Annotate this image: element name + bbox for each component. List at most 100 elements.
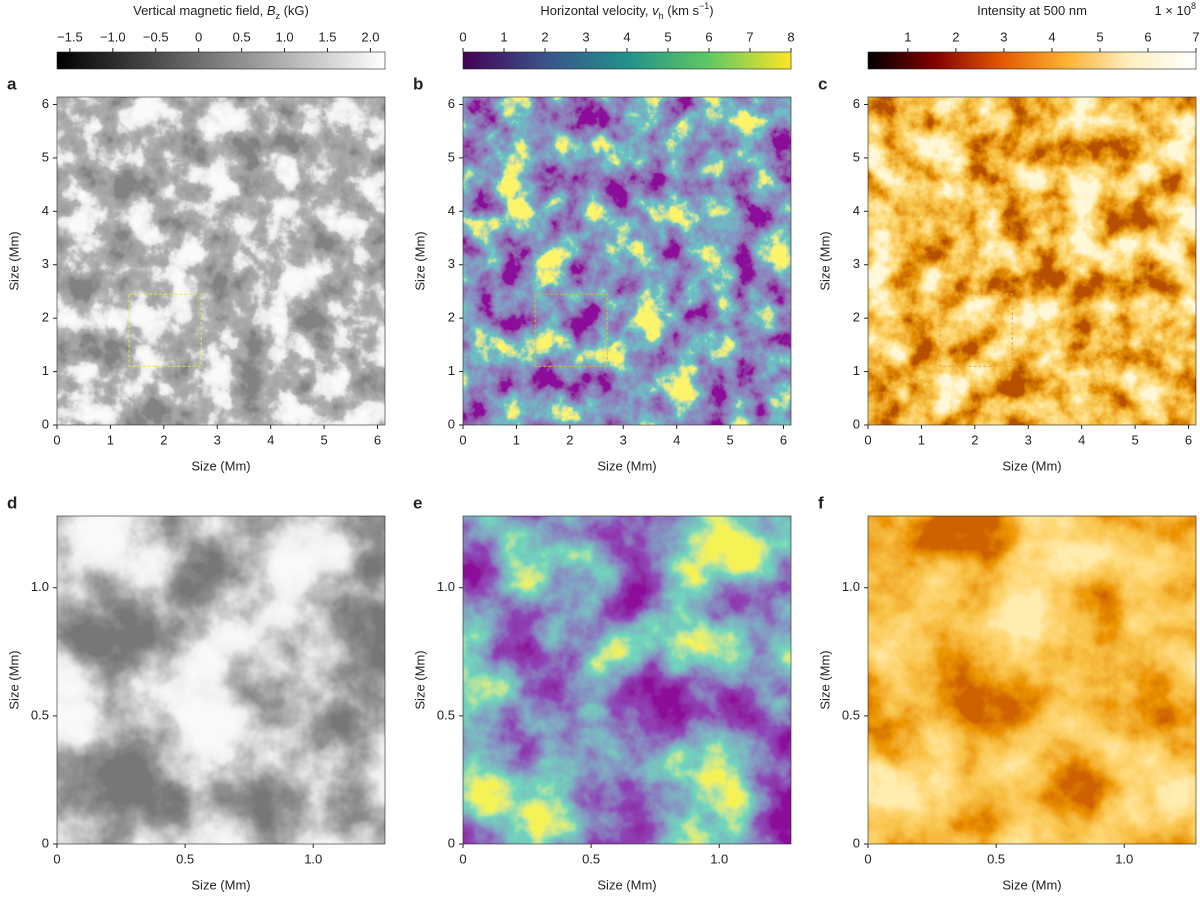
y-tick-label: 2 — [42, 310, 49, 325]
y-tick-label: 1 — [448, 363, 455, 378]
x-tick-label: 0 — [459, 851, 466, 866]
y-tick-label: 0.5 — [437, 707, 455, 722]
x-axis-label: Size (Mm) — [597, 458, 656, 473]
x-tick-label: 0.5 — [176, 851, 194, 866]
colorbar-tick-label: 1 — [904, 29, 911, 44]
y-tick-label: 0 — [448, 416, 455, 431]
y-tick-label: 0 — [448, 835, 455, 850]
panel-label: f — [818, 493, 824, 512]
plot-frame — [867, 515, 1197, 845]
y-tick-label: 6 — [42, 96, 49, 111]
y-tick-label: 6 — [853, 96, 860, 111]
x-tick-label: 4 — [673, 432, 680, 447]
x-axis-label: Size (Mm) — [1002, 458, 1061, 473]
colorbar-tick-label: 5 — [1096, 29, 1103, 44]
x-tick-label: 1 — [107, 432, 114, 447]
zoom-box — [534, 293, 608, 367]
panel-label: e — [413, 493, 422, 512]
y-axis-label: Size (Mm) — [6, 231, 21, 290]
colorbar-tick-label: 1 — [500, 29, 507, 44]
colorbar-tick-label: 1.0 — [276, 29, 294, 44]
panel-label: c — [818, 74, 827, 93]
x-tick-label: 6 — [374, 432, 381, 447]
y-tick-label: 0 — [42, 416, 49, 431]
x-tick-label: 0 — [864, 851, 871, 866]
colorbar-tick-label: 7 — [746, 29, 753, 44]
y-tick-label: 1.0 — [437, 579, 455, 594]
x-tick-label: 1.0 — [304, 851, 322, 866]
x-tick-label: 0 — [864, 432, 871, 447]
axes: 0 0.5 1.0 0 0.5 1.0 — [437, 579, 728, 866]
y-tick-label: 2 — [448, 310, 455, 325]
label-part: z — [275, 11, 280, 21]
colorbar-tick-label: 3 — [1000, 29, 1007, 44]
colorbar — [56, 51, 386, 70]
heatmap-image — [463, 516, 791, 844]
axes: 0 1 2 3 4 5 6 0 1 2 3 4 5 6 — [853, 96, 1192, 448]
colorbar-tick-label: 6 — [1144, 29, 1151, 44]
y-tick-label: 3 — [853, 256, 860, 271]
label-part: −1 — [699, 1, 709, 11]
y-tick-label: 0 — [42, 835, 49, 850]
x-tick-label: 4 — [1078, 432, 1085, 447]
colorbar — [462, 51, 792, 70]
plot-frame — [56, 96, 386, 426]
y-tick-label: 6 — [448, 96, 455, 111]
y-tick-label: 2 — [853, 310, 860, 325]
x-tick-label: 1 — [918, 432, 925, 447]
label-part: 1 × 10 — [1154, 3, 1191, 18]
colorbar-label: Vertical magnetic field, Bz (kG) — [133, 3, 309, 21]
colorbar-tick-label: 1.5 — [318, 29, 336, 44]
y-tick-label: 1.0 — [31, 579, 49, 594]
colorbar-label: Horizontal velocity, vh (km s−1) — [540, 1, 713, 21]
colorbar-label: Intensity at 500 nm — [977, 3, 1087, 18]
heatmap-image — [57, 97, 385, 425]
y-tick-label: 3 — [448, 256, 455, 271]
colorbar-tick-label: 7 — [1192, 29, 1199, 44]
heatmap-image — [57, 516, 385, 844]
x-axis-label: Size (Mm) — [191, 877, 250, 892]
label-part: B — [267, 3, 276, 18]
zoom-box — [128, 293, 202, 367]
x-tick-label: 2 — [971, 432, 978, 447]
colorbar-tick-label: 2.0 — [361, 29, 379, 44]
colorbar-tick-label: −0.5 — [143, 29, 169, 44]
label-part: h — [659, 11, 664, 21]
y-axis-label: Size (Mm) — [412, 231, 427, 290]
x-tick-label: 5 — [1131, 432, 1138, 447]
y-axis-label: Size (Mm) — [817, 650, 832, 709]
y-tick-label: 1.0 — [842, 579, 860, 594]
x-tick-label: 3 — [214, 432, 221, 447]
x-tick-label: 0 — [53, 851, 60, 866]
y-tick-label: 0.5 — [842, 707, 860, 722]
colorbar-tick-label: 3 — [582, 29, 589, 44]
x-axis-label: Size (Mm) — [597, 877, 656, 892]
label-part: (kG) — [280, 3, 309, 18]
colorbar-tick-label: 5 — [664, 29, 671, 44]
y-tick-label: 5 — [448, 149, 455, 164]
zoom-box — [939, 293, 1013, 367]
x-tick-label: 1 — [513, 432, 520, 447]
x-tick-label: 3 — [1025, 432, 1032, 447]
panel-label: a — [7, 74, 17, 93]
plot-frame — [56, 515, 386, 845]
y-tick-label: 4 — [42, 203, 49, 218]
colorbar-tick-label: 0.5 — [233, 29, 251, 44]
colorbar-tick-label: −1.5 — [57, 29, 83, 44]
x-tick-label: 1.0 — [1115, 851, 1133, 866]
axes: 0 1 2 3 4 5 6 0 1 2 3 4 5 6 — [42, 96, 381, 448]
panel-label: d — [7, 493, 17, 512]
plot-frame — [462, 515, 792, 845]
x-tick-label: 4 — [267, 432, 274, 447]
colorbar-tick-label: 0 — [459, 29, 466, 44]
colorbar-tick-label: 8 — [787, 29, 794, 44]
colorbar-tick-label: 4 — [1048, 29, 1055, 44]
x-tick-label: 3 — [620, 432, 627, 447]
label-part: 8 — [1191, 1, 1196, 11]
y-tick-label: 3 — [42, 256, 49, 271]
heatmap-image — [868, 97, 1196, 425]
y-tick-label: 1 — [853, 363, 860, 378]
heatmap-image — [463, 97, 791, 425]
y-tick-label: 4 — [853, 203, 860, 218]
